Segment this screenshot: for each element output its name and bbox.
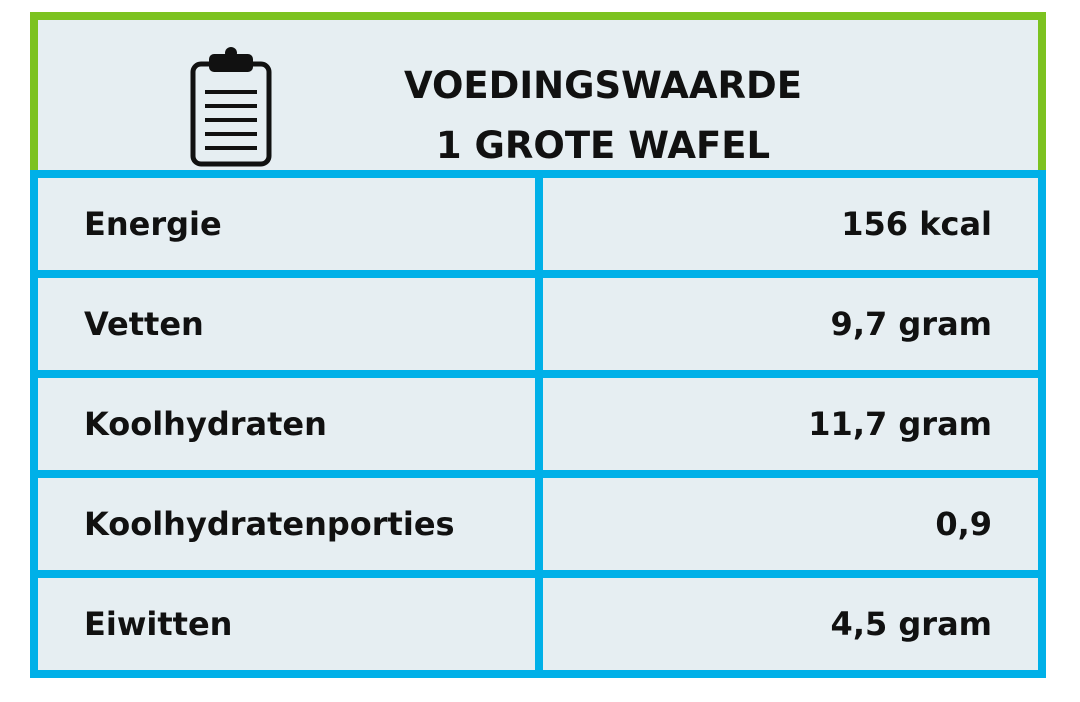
header: VOEDINGSWAARDE 1 GROTE WAFEL (30, 12, 1046, 178)
title-line: VOEDINGSWAARDE (403, 64, 803, 107)
nutrient-label: Eiwitten (38, 578, 535, 670)
nutrient-value: 0,9 (543, 478, 1038, 570)
nutrient-value: 4,5 gram (543, 578, 1038, 670)
nutrient-label: Koolhydraten (38, 378, 535, 470)
title-line: 1 GROTE WAFEL (435, 124, 771, 167)
nutrient-label: Energie (38, 178, 535, 270)
nutrient-label: Koolhydratenporties (38, 478, 535, 570)
nutrition-table: Energie 156 kcal Vetten 9,7 gram Koolhydrate… (30, 170, 1046, 678)
title: VOEDINGSWAARDE 1 GROTE WAFEL (288, 56, 918, 176)
nutrient-label: Vetten (38, 278, 535, 370)
nutrient-value: 156 kcal (543, 178, 1038, 270)
clipboard-icon (190, 47, 272, 167)
nutrient-value: 11,7 gram (543, 378, 1038, 470)
nutrient-value: 9,7 gram (543, 278, 1038, 370)
